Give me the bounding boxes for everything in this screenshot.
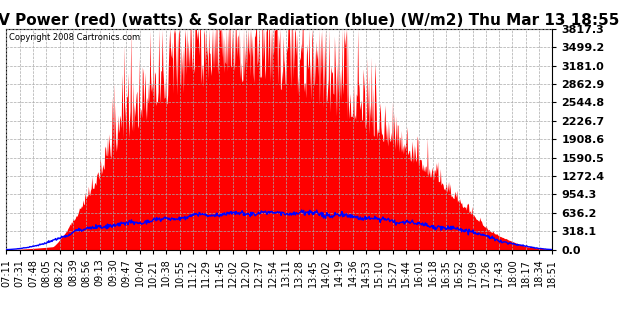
Text: Copyright 2008 Cartronics.com: Copyright 2008 Cartronics.com xyxy=(9,33,140,42)
Title: Total PV Power (red) (watts) & Solar Radiation (blue) (W/m2) Thu Mar 13 18:55: Total PV Power (red) (watts) & Solar Rad… xyxy=(0,12,619,28)
